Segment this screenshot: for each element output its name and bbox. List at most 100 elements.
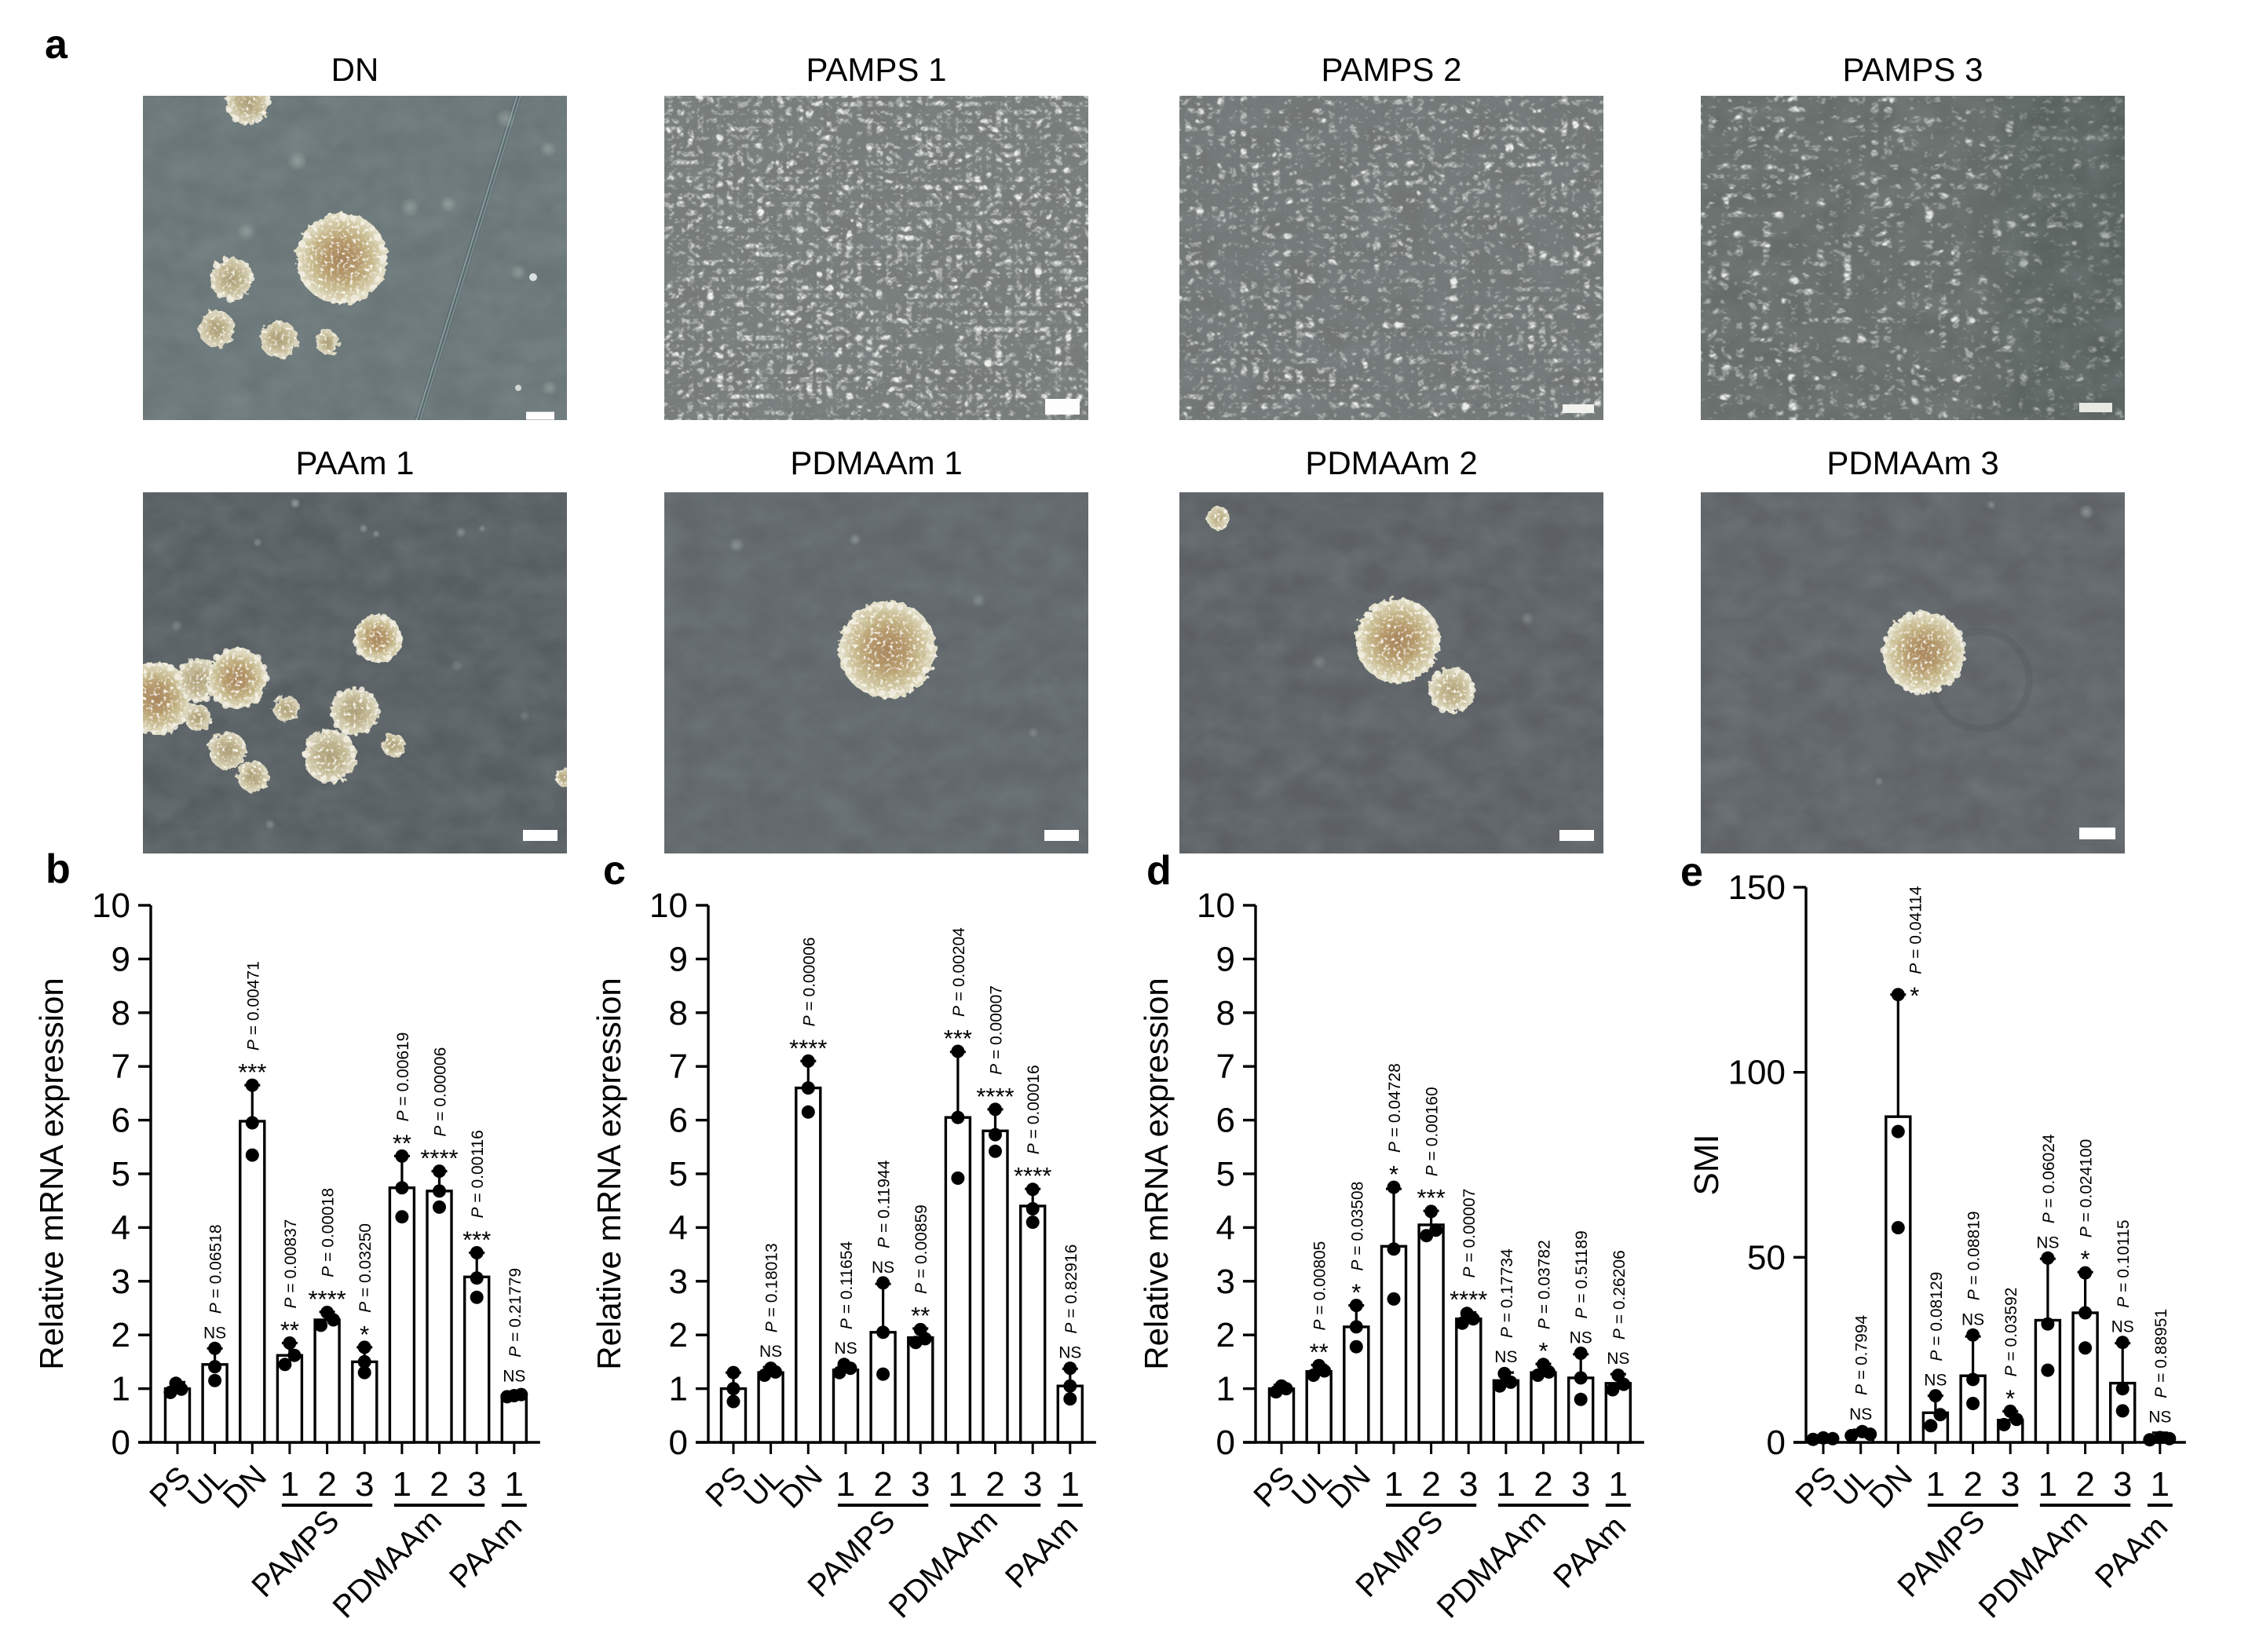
svg-text:*: * bbox=[1389, 1160, 1398, 1188]
svg-text:PAAm: PAAm bbox=[2089, 1509, 2174, 1595]
svg-text:NS: NS bbox=[203, 1324, 226, 1342]
svg-text:1: 1 bbox=[280, 1465, 299, 1504]
svg-text:NS: NS bbox=[503, 1368, 525, 1386]
svg-text:P = 0.21779: P = 0.21779 bbox=[506, 1268, 525, 1358]
svg-text:PAMPS: PAMPS bbox=[245, 1504, 345, 1604]
svg-text:150: 150 bbox=[1728, 868, 1786, 907]
svg-text:1: 1 bbox=[112, 1370, 130, 1409]
svg-text:P = 0.00619: P = 0.00619 bbox=[394, 1032, 412, 1122]
svg-text:2: 2 bbox=[112, 1316, 130, 1354]
svg-text:7: 7 bbox=[1216, 1047, 1235, 1086]
svg-text:P = 0.11944: P = 0.11944 bbox=[876, 1160, 894, 1248]
svg-text:NS: NS bbox=[1924, 1372, 1947, 1390]
svg-text:P = 0.10115: P = 0.10115 bbox=[2115, 1219, 2133, 1307]
svg-text:1: 1 bbox=[1384, 1465, 1403, 1504]
svg-text:NS: NS bbox=[834, 1340, 857, 1358]
svg-text:P = 0.00471: P = 0.00471 bbox=[244, 961, 262, 1051]
svg-text:P = 0.04728: P = 0.04728 bbox=[1386, 1063, 1404, 1153]
svg-text:3: 3 bbox=[2001, 1465, 2020, 1504]
svg-text:PDMAAm: PDMAAm bbox=[1972, 1503, 2094, 1625]
svg-text:*: * bbox=[360, 1321, 369, 1348]
svg-text:2: 2 bbox=[669, 1316, 688, 1354]
svg-text:P = 0.00018: P = 0.00018 bbox=[320, 1188, 338, 1277]
svg-text:P = 0.88951: P = 0.88951 bbox=[2152, 1309, 2170, 1398]
svg-text:5: 5 bbox=[669, 1155, 688, 1193]
svg-text:8: 8 bbox=[1216, 994, 1235, 1032]
svg-text:2: 2 bbox=[1963, 1465, 1982, 1504]
svg-text:2: 2 bbox=[873, 1465, 892, 1504]
svg-text:P = 0.00116: P = 0.00116 bbox=[469, 1130, 487, 1218]
svg-text:P = 0.03782: P = 0.03782 bbox=[1536, 1240, 1554, 1329]
svg-text:5: 5 bbox=[112, 1155, 130, 1193]
svg-text:P = 0.51189: P = 0.51189 bbox=[1573, 1230, 1591, 1318]
svg-text:2: 2 bbox=[1216, 1316, 1235, 1354]
svg-text:e: e bbox=[1680, 850, 1703, 895]
svg-text:1: 1 bbox=[2151, 1465, 2170, 1504]
svg-text:PAMPS: PAMPS bbox=[1891, 1504, 1991, 1604]
svg-text:PDMAAm: PDMAAm bbox=[883, 1503, 1004, 1625]
svg-text:P = 0.00016: P = 0.00016 bbox=[1025, 1065, 1043, 1154]
svg-text:**: ** bbox=[393, 1129, 411, 1157]
svg-text:6: 6 bbox=[112, 1102, 130, 1140]
svg-text:PDMAAm 1: PDMAAm 1 bbox=[790, 444, 962, 481]
svg-text:P = 0.00160: P = 0.00160 bbox=[1424, 1087, 1442, 1176]
svg-text:3: 3 bbox=[911, 1465, 930, 1504]
svg-text:P = 0.11654: P = 0.11654 bbox=[838, 1241, 856, 1329]
svg-text:NS: NS bbox=[2111, 1318, 2134, 1336]
svg-text:6: 6 bbox=[669, 1102, 688, 1140]
svg-text:2: 2 bbox=[985, 1465, 1004, 1504]
svg-text:Relative mRNA expression: Relative mRNA expression bbox=[1138, 978, 1175, 1370]
svg-text:****: **** bbox=[420, 1145, 458, 1172]
svg-text:3: 3 bbox=[1571, 1465, 1590, 1504]
svg-text:4: 4 bbox=[112, 1208, 130, 1247]
svg-text:1: 1 bbox=[1497, 1465, 1515, 1504]
svg-text:1: 1 bbox=[505, 1465, 524, 1504]
svg-text:2: 2 bbox=[2075, 1465, 2094, 1504]
svg-text:7: 7 bbox=[669, 1047, 688, 1086]
svg-text:DN: DN bbox=[1321, 1459, 1377, 1515]
svg-text:P = 0.7994: P = 0.7994 bbox=[1853, 1315, 1871, 1395]
svg-text:1: 1 bbox=[669, 1370, 688, 1409]
svg-text:10: 10 bbox=[1197, 886, 1235, 925]
svg-text:1: 1 bbox=[1061, 1465, 1080, 1504]
svg-text:DN: DN bbox=[1863, 1459, 1919, 1515]
svg-text:NS: NS bbox=[1058, 1344, 1081, 1362]
svg-text:P = 0.00204: P = 0.00204 bbox=[950, 927, 968, 1017]
svg-text:4: 4 bbox=[1216, 1208, 1235, 1247]
svg-text:b: b bbox=[46, 846, 71, 892]
svg-text:PDMAAm 2: PDMAAm 2 bbox=[1305, 444, 1477, 481]
svg-text:3: 3 bbox=[2113, 1465, 2132, 1504]
svg-text:2: 2 bbox=[317, 1465, 336, 1504]
svg-text:P = 0.08129: P = 0.08129 bbox=[1928, 1272, 1946, 1361]
svg-text:****: **** bbox=[1014, 1162, 1051, 1190]
svg-text:P = 0.18013: P = 0.18013 bbox=[763, 1243, 781, 1332]
svg-text:***: *** bbox=[1417, 1184, 1445, 1212]
svg-text:DN: DN bbox=[331, 51, 379, 88]
svg-text:PAMPS 2: PAMPS 2 bbox=[1322, 51, 1462, 88]
svg-text:DN: DN bbox=[773, 1459, 829, 1515]
svg-text:7: 7 bbox=[112, 1047, 130, 1086]
svg-text:0: 0 bbox=[1216, 1424, 1235, 1462]
svg-text:P = 0.06518: P = 0.06518 bbox=[207, 1224, 225, 1314]
svg-text:PDMAAm 3: PDMAAm 3 bbox=[1826, 444, 1998, 481]
svg-text:1: 1 bbox=[949, 1465, 967, 1504]
svg-text:P = 0.08819: P = 0.08819 bbox=[1965, 1211, 1983, 1300]
svg-text:0: 0 bbox=[112, 1424, 130, 1462]
svg-text:10: 10 bbox=[92, 886, 130, 925]
svg-text:5: 5 bbox=[1216, 1155, 1235, 1193]
svg-text:10: 10 bbox=[649, 886, 688, 925]
svg-text:PDMAAm: PDMAAm bbox=[1431, 1503, 1552, 1625]
svg-text:*: * bbox=[1538, 1337, 1548, 1365]
svg-text:2: 2 bbox=[1534, 1465, 1552, 1504]
svg-text:0: 0 bbox=[1767, 1424, 1786, 1462]
svg-text:Relative mRNA expression: Relative mRNA expression bbox=[590, 978, 627, 1370]
svg-text:3: 3 bbox=[355, 1465, 374, 1504]
svg-text:**: ** bbox=[1310, 1339, 1329, 1366]
svg-text:P = 0.17734: P = 0.17734 bbox=[1498, 1248, 1516, 1338]
svg-text:P = 0.00859: P = 0.00859 bbox=[912, 1204, 930, 1294]
svg-text:1: 1 bbox=[1926, 1465, 1945, 1504]
svg-text:P = 0.00006: P = 0.00006 bbox=[800, 937, 818, 1027]
svg-text:P = 0.00805: P = 0.00805 bbox=[1311, 1241, 1329, 1331]
svg-text:***: *** bbox=[462, 1226, 491, 1254]
svg-text:a: a bbox=[45, 22, 68, 68]
